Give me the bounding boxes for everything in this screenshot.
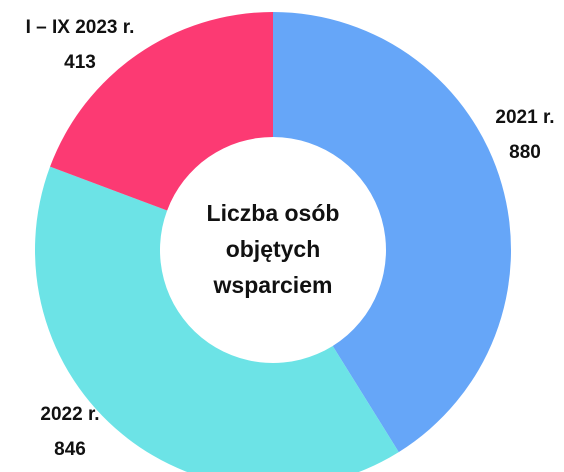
- donut-slice: [35, 166, 399, 472]
- slice-label: 2021 r.: [495, 107, 554, 128]
- slice-label: 2022 r.: [40, 404, 99, 425]
- value-label: 413: [64, 52, 96, 73]
- center-label: Liczba osób objętych wsparciem: [206, 200, 340, 298]
- donut-slice: [273, 12, 512, 453]
- donut-slice: [50, 11, 273, 211]
- value-label: 846: [54, 439, 86, 460]
- value-label: 880: [509, 142, 541, 163]
- slice-label: I – IX 2023 r.: [26, 17, 135, 38]
